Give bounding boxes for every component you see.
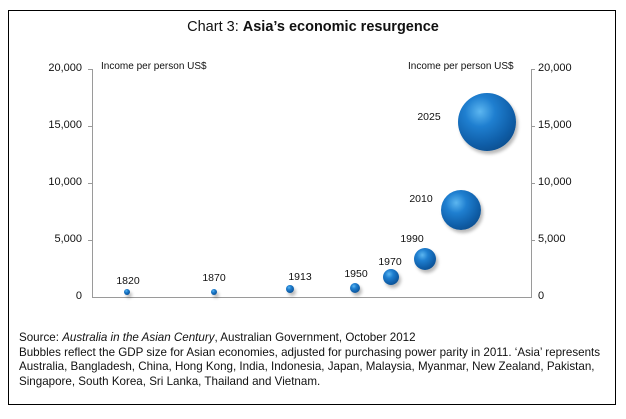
y-tick-label: 10,000 (538, 176, 572, 188)
bubble-label: 1990 (400, 233, 424, 245)
chart-footnote: Source: Australia in the Asian Century, … (19, 331, 609, 389)
bubble-label: 1820 (116, 275, 140, 287)
bubble-label: 2010 (409, 193, 433, 205)
chart-title: Chart 3: Asia’s economic resurgence (187, 19, 439, 35)
bubble-label: 2025 (417, 111, 441, 123)
source-line: Source: Australia in the Asian Century, … (19, 331, 416, 344)
left-axis-title: Income per person US$ (101, 61, 207, 72)
note-text: Bubbles reflect the GDP size for Asian e… (19, 345, 601, 388)
y-tick-label: 15,000 (48, 119, 82, 131)
bubble-2010 (441, 190, 481, 230)
y-tick-label: 5,000 (54, 233, 82, 245)
right-axis-title: Income per person US$ (408, 61, 514, 72)
tick (531, 126, 535, 127)
bubble-label: 1950 (344, 268, 368, 280)
y-tick-label: 15,000 (538, 119, 572, 131)
bubble-1820 (124, 289, 130, 295)
bubble-label: 1970 (378, 256, 402, 268)
bubble-2025 (458, 93, 516, 151)
tick (531, 69, 535, 70)
tick (531, 183, 535, 184)
y-tick-label: 0 (538, 290, 545, 302)
tick (88, 69, 92, 70)
tick (531, 240, 535, 241)
bubble-1970 (383, 269, 399, 285)
tick (88, 183, 92, 184)
y-tick-label: 20,000 (48, 62, 82, 74)
chart-frame (8, 10, 616, 405)
y-tick-label: 10,000 (48, 176, 82, 188)
bubble-1950 (350, 283, 360, 293)
bubble-label: 1870 (202, 272, 226, 284)
y-tick-label: 0 (75, 290, 82, 302)
y-tick-label: 5,000 (538, 233, 566, 245)
tick (88, 126, 92, 127)
y-tick-label: 20,000 (538, 62, 572, 74)
bubble-1870 (211, 289, 217, 295)
bubble-1913 (286, 285, 294, 293)
tick (88, 240, 92, 241)
bubble-1990 (414, 248, 436, 270)
bubble-label: 1913 (288, 271, 312, 283)
